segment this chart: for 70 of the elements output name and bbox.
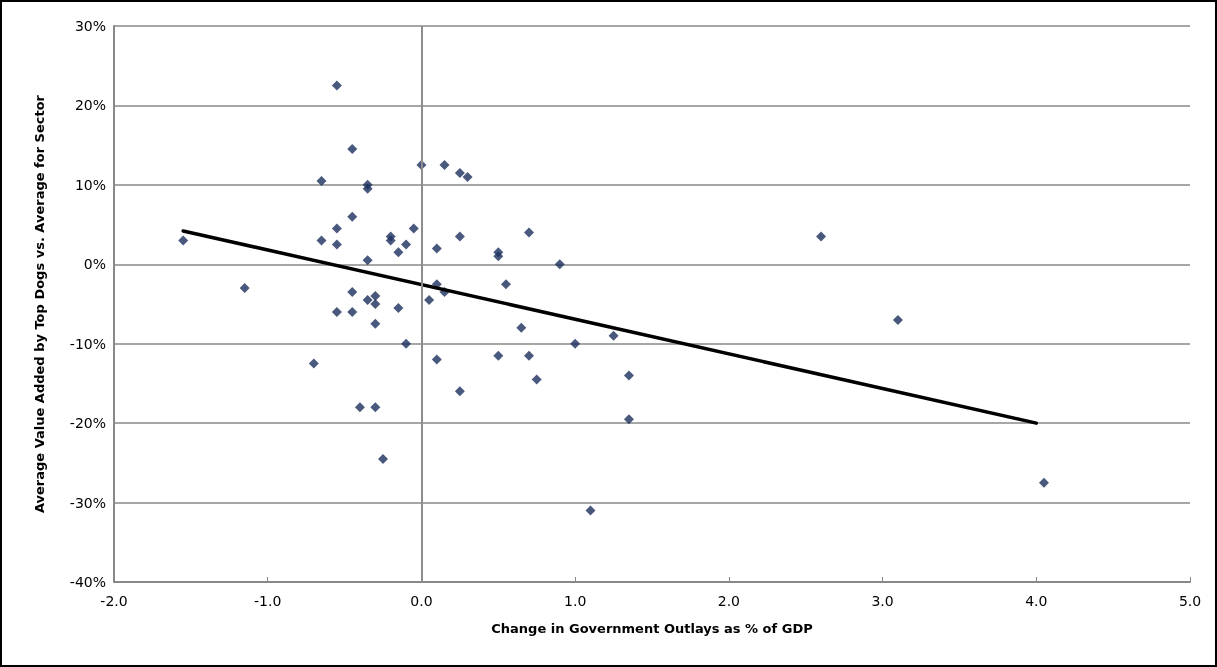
point [347, 306, 358, 317]
point [316, 235, 327, 246]
x-axis-title: Change in Government Outlays as % of GDP [491, 621, 813, 636]
point [554, 259, 565, 270]
point [401, 338, 412, 349]
point [362, 183, 373, 194]
point [370, 299, 381, 309]
y-tick-label: 20% [74, 97, 106, 114]
point [608, 330, 619, 341]
point [378, 453, 388, 464]
point [623, 370, 634, 381]
point [331, 239, 342, 250]
x-tick-label: -2.0 [100, 593, 128, 609]
y-tick-label: -30% [69, 494, 106, 511]
x-tick-label: 4.0 [1025, 593, 1048, 609]
point [347, 144, 358, 155]
point [454, 231, 465, 242]
x-tick-label: 3.0 [871, 593, 894, 609]
x-tick-label: -1.0 [254, 593, 282, 609]
point [500, 279, 511, 290]
point [531, 374, 542, 385]
point [393, 247, 404, 258]
point [178, 235, 189, 246]
point [362, 255, 373, 266]
y-axis-title: Average Value Added by Top Dogs vs. Average for Sector [32, 94, 47, 514]
point [1038, 477, 1049, 488]
point [493, 251, 504, 262]
point [331, 223, 342, 234]
y-tick-label: -10% [69, 335, 106, 352]
point [347, 287, 358, 298]
point [454, 386, 465, 397]
point [370, 318, 381, 329]
x-tick-label: 1.0 [564, 593, 587, 609]
point [408, 223, 419, 234]
y-tick-label: -40% [69, 574, 106, 590]
point [385, 235, 396, 246]
point [331, 80, 342, 91]
y-tick-label: 30% [74, 18, 106, 34]
point [585, 505, 596, 516]
point [347, 211, 358, 222]
point [623, 414, 634, 425]
point [524, 227, 535, 238]
x-tick-label: 5.0 [1178, 593, 1202, 609]
point [370, 402, 381, 413]
point [370, 291, 381, 302]
point [516, 322, 527, 333]
point [239, 283, 250, 294]
y-tick-label: -20% [69, 415, 106, 432]
point [401, 239, 412, 250]
point [816, 231, 827, 242]
point [362, 295, 373, 306]
point [892, 314, 903, 325]
point [308, 358, 319, 369]
point [462, 171, 473, 182]
point [570, 338, 581, 349]
x-tick-label: 2.0 [717, 593, 740, 609]
point [524, 350, 535, 361]
point [431, 354, 442, 365]
point [393, 302, 404, 313]
point [493, 350, 504, 361]
y-tick-label: 0% [83, 256, 106, 273]
point [316, 175, 327, 186]
x-tick-label: 0.0 [410, 593, 433, 609]
point [439, 160, 450, 170]
point [454, 167, 465, 178]
point [424, 295, 435, 306]
point [354, 402, 365, 413]
y-tick-label: 10% [74, 176, 106, 193]
point [331, 306, 342, 317]
point [431, 243, 442, 254]
